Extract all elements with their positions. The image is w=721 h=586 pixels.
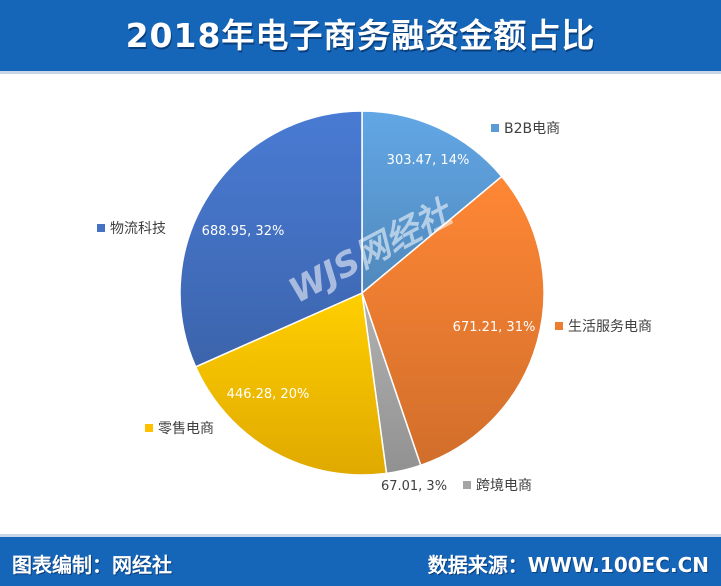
pie-slice-4 [194,291,388,476]
footer-bar: 图表编制：网经社 数据来源：WWW.100EC.CN [0,534,721,586]
category-label-5: 物流科技 [110,221,166,237]
pie-chart-svg: 303.47, 14% 671.21, 31% 67.01, 3% 446.28, 2… [97,110,652,494]
data-label-5: 688.95, 32% [202,224,285,239]
legend-marker-5 [97,224,105,232]
data-label-4: 446.28, 20% [227,387,310,402]
legend-marker-3 [463,481,471,489]
header-bar: 2018年电子商务融资金额占比 [0,0,721,74]
data-label-1: 303.47, 14% [387,153,470,168]
legend-marker-1 [491,124,499,132]
legend-marker-4 [145,424,153,432]
category-label-2: 生活服务电商 [568,319,652,335]
pie-slice-5 [179,110,363,368]
footer-source-editor: 图表编制：网经社 [12,553,172,577]
footer-data-source: 数据来源：WWW.100EC.CN [427,553,709,577]
pie-chart: 303.47, 14% 671.21, 31% 67.01, 3% 446.28, 2… [0,74,721,534]
data-label-3: 67.01, 3% [381,479,447,494]
category-label-3: 跨境电商 [476,478,532,494]
chart-title: 2018年电子商务融资金额占比 [125,16,596,55]
pie-slice-1 [361,110,503,295]
pie-slice-2 [361,175,545,467]
data-label-2: 671.21, 31% [453,320,536,335]
legend-marker-2 [555,322,563,330]
category-label-4: 零售电商 [158,421,214,437]
category-label-1: B2B电商 [504,121,560,137]
